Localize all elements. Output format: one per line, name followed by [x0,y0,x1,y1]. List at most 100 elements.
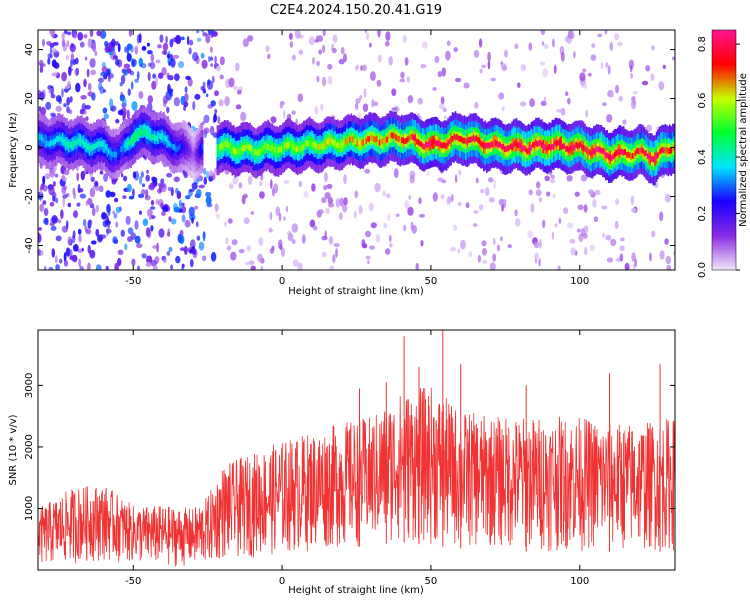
spectrogram-ridge-cell [365,138,367,144]
spectrogram-ridge-cell [140,129,143,136]
spectrogram-speckle [482,259,488,264]
spectrogram-ridge-cell [667,148,670,154]
spectrogram-speckle [332,47,337,54]
spectrogram-ridge-cell [139,129,141,136]
spectrogram-ridge-cell [594,148,597,155]
spectrogram-ridge-cell [390,132,393,139]
spectrogram-speckle [279,244,283,251]
spectrogram-speckle [39,66,44,73]
spectrogram-ridge-cell [430,140,433,146]
spectrogram-speckle [172,54,180,59]
spectrogram-speckle [283,110,286,119]
spectrogram-ridge-cell [652,156,655,163]
spectrogram-y-tick-label: -20 [24,188,35,204]
spectrogram-speckle [117,43,121,53]
spectrogram-ridge-cell [355,138,357,145]
spectrogram-speckle [83,218,87,227]
spectrogram-ridge-cell [108,148,110,155]
spectrogram-speckle [477,254,482,263]
spectrogram-ridge-cell [475,135,478,142]
spectrogram-speckle [147,208,153,217]
spectrogram-speckle [77,228,82,235]
spectrogram-speckle [289,41,294,48]
spectrogram-ridge-cell [195,150,198,157]
spectrogram-speckle [139,176,143,185]
spectrogram-speckle [112,210,115,215]
spectrogram-speckle [630,195,635,205]
spectrogram-speckle [560,52,565,62]
spectrogram-speckle [605,234,612,241]
spectrogram-speckle [533,241,540,249]
spectrogram-ridge-cell [454,134,457,141]
spectrogram-ridge-cell [567,147,570,153]
spectrogram-speckle [582,68,587,73]
spectrogram-speckle [631,252,636,262]
spectrogram-speckle [343,197,348,206]
spectrogram-speckle [454,174,458,183]
spectrogram-speckle [60,209,64,220]
spectrogram-ridge-cell [182,144,184,151]
spectrogram-ridge-cell [521,146,524,153]
spectrogram-speckle [318,49,323,55]
spectrogram-ridge-cell [426,142,429,148]
spectrogram-speckle [492,237,496,246]
spectrogram-speckle [384,41,390,47]
spectrogram-speckle [420,63,427,69]
spectrogram-speckle [362,103,369,112]
spectrogram-speckle [70,58,73,68]
spectrogram-speckle [258,237,264,247]
spectrogram-speckle [141,183,146,188]
spectrogram-speckle [322,30,326,37]
spectrogram-ridge-cell [506,145,509,152]
spectrogram-speckle [140,63,147,69]
spectrogram-ridge-cell [305,140,308,146]
spectrogram-speckle [632,90,639,95]
spectrogram-ridge-cell [462,137,464,144]
spectrogram-ridge-cell [99,141,101,147]
spectrogram-ridge-cell [634,150,637,156]
spectrogram-speckle [327,196,334,205]
spectrogram-speckle [168,216,172,222]
spectrogram-speckle [42,184,48,192]
spectrogram-ridge-cell [307,140,309,147]
spectrogram-speckle [98,185,104,193]
spectrogram-speckle [355,102,359,110]
spectrogram-speckle [105,190,112,198]
spectrogram-speckle [527,230,534,239]
spectrogram-speckle [174,34,182,45]
spectrogram-speckle [63,103,67,108]
spectrogram-speckle [269,212,273,221]
spectrogram-speckle [583,204,588,213]
spectrogram-ridge-cell [249,144,251,151]
spectrogram-speckle [177,233,183,243]
spectrogram-ridge-cell [179,143,181,149]
spectrogram-ridge-cell [399,137,402,144]
spectrogram-ridge-cell [648,153,650,160]
spectrogram-ridge-cell [157,135,159,142]
spectrogram-ridge-cell [599,146,601,153]
spectrogram-speckle [131,101,138,111]
spectrogram-ridge-cell [472,135,475,141]
spectrogram-speckle [553,64,557,75]
spectrogram-speckle [281,247,285,257]
spectrogram-speckle [478,204,484,211]
spectrogram-frame [37,29,676,271]
spectrogram-speckle [538,197,542,203]
spectrogram-speckle [137,265,140,270]
spectrogram-y-tick-label: 40 [24,43,35,56]
spectrogram-ridge-cell [46,140,49,147]
spectrogram-speckle [66,106,70,114]
spectrogram-speckle [291,54,296,61]
spectrogram-ridge-cell [600,147,603,154]
spectrogram-speckle [225,237,229,245]
spectrogram-ridge-cell [286,142,289,149]
spectrogram-speckle [86,197,93,206]
spectrogram-speckle [514,209,518,217]
snr-x-label: Height of straight line (km) [288,585,424,596]
spectrogram-ridge-cell [548,143,551,150]
spectrogram-ridge-cell [151,134,153,141]
spectrogram-ridge-cell [346,138,348,145]
spectrogram-speckle [78,258,82,268]
spectrogram-ridge-cell [72,142,74,149]
spectrogram-speckle [624,262,630,270]
